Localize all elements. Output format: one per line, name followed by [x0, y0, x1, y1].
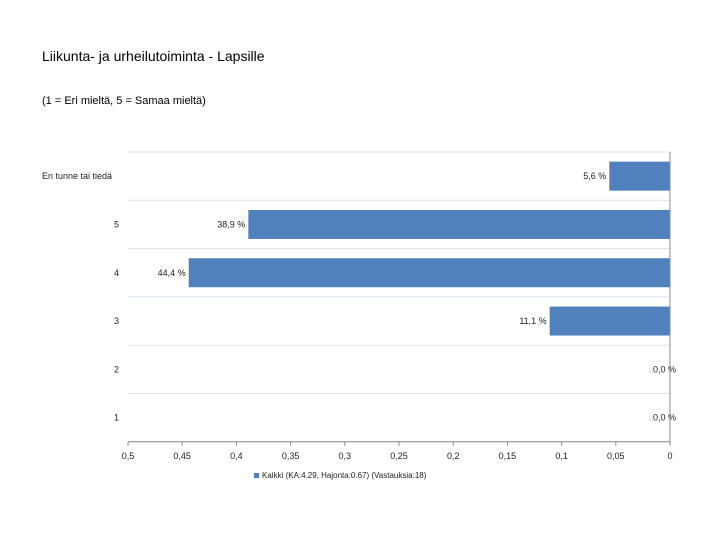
category-label: 4 [114, 268, 119, 278]
legend-label: Kaikki (KA:4.29, Hajonta:0.67) (Vastauks… [262, 471, 427, 480]
category-label: 2 [114, 364, 119, 374]
bar [549, 306, 670, 336]
category-label: En tunne tai tiedä [42, 171, 112, 181]
bar [188, 258, 671, 288]
data-label: 5,6 % [583, 171, 606, 181]
bar [609, 161, 670, 191]
chart-subtitle: (1 = Eri mieltä, 5 = Samaa mieltä) [42, 95, 206, 107]
chart-legend: Kaikki (KA:4.29, Hajonta:0.67) (Vastauks… [254, 471, 426, 480]
category-label: 5 [114, 219, 119, 229]
x-tick-label: 0,4 [230, 451, 243, 461]
data-label: 38,9 % [217, 219, 245, 229]
x-tick-label: 0,05 [607, 451, 625, 461]
data-label: 11,1 % [519, 316, 546, 326]
x-tick-label: 0,45 [173, 451, 191, 461]
x-tick-label: 0,5 [122, 451, 135, 461]
x-tick-label: 0,15 [499, 451, 517, 461]
x-tick-label: 0,2 [447, 451, 460, 461]
data-label: 0,0 % [653, 413, 676, 423]
bar [248, 209, 670, 239]
x-tick-label: 0,1 [555, 451, 568, 461]
x-tick-label: 0,25 [390, 451, 408, 461]
x-tick-label: 0,35 [282, 451, 300, 461]
category-label: 1 [114, 413, 119, 423]
data-label: 0,0 % [653, 364, 676, 374]
category-label: 3 [114, 316, 119, 326]
x-tick-label: 0 [667, 451, 672, 461]
data-label: 44,4 % [158, 268, 186, 278]
x-tick-label: 0,3 [339, 451, 352, 461]
chart-title: Liikunta- ja urheilutoiminta - Lapsille [42, 48, 265, 64]
legend-swatch [254, 473, 259, 478]
